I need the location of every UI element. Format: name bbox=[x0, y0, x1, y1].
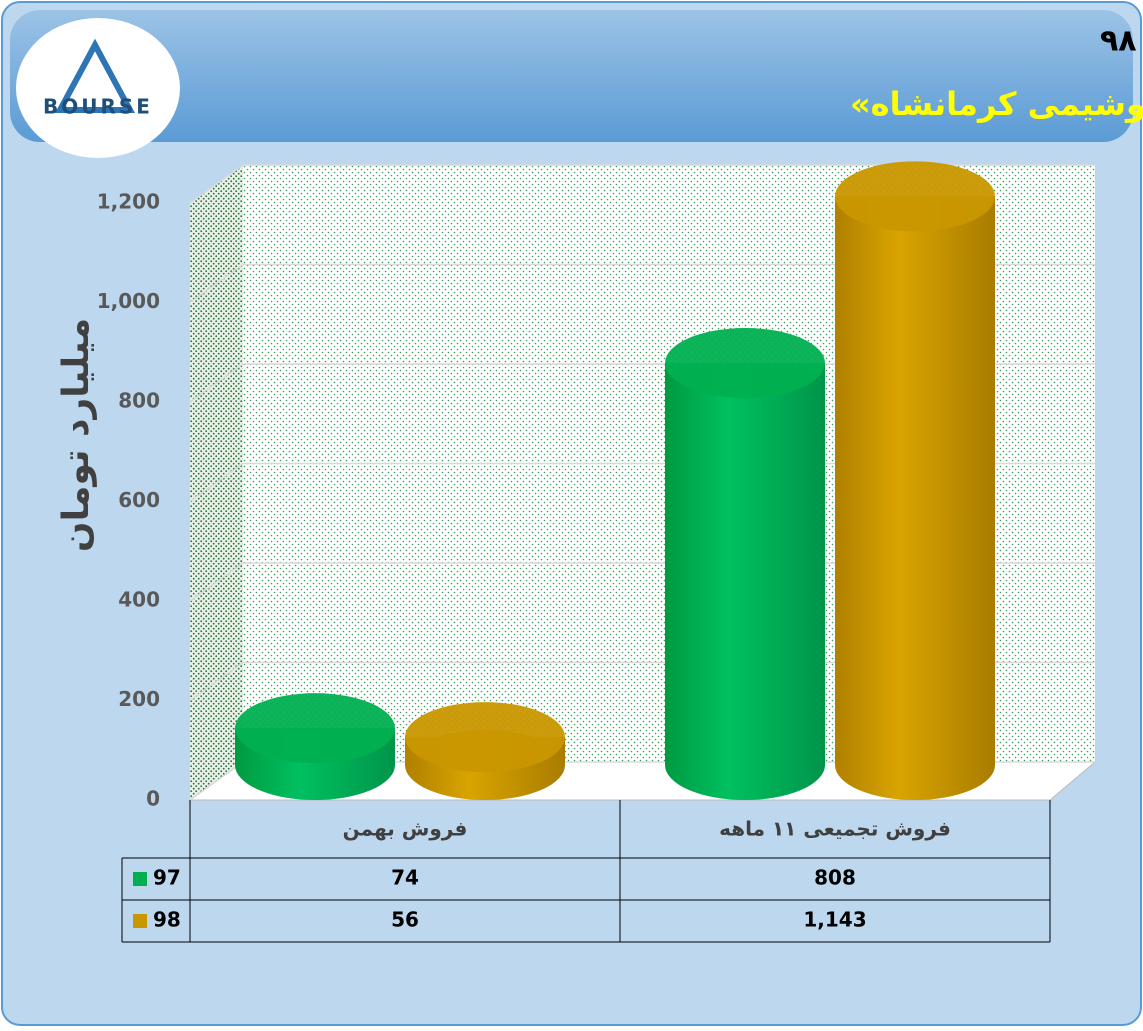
legend-swatch bbox=[133, 872, 147, 886]
cylinder-top bbox=[665, 328, 825, 399]
category-label: فروش بهمن bbox=[343, 817, 468, 841]
data-label: 74 bbox=[391, 866, 419, 890]
grid-line-side bbox=[189, 363, 244, 403]
legend-label: 97 bbox=[153, 866, 181, 890]
logo-text: BOURSE bbox=[43, 95, 153, 119]
category-label: فروش تجمیعی ۱۱ ماهه bbox=[719, 817, 951, 841]
title-banner bbox=[10, 10, 1133, 142]
cylinder-top bbox=[835, 161, 995, 232]
y-tick-label: 800 bbox=[118, 389, 160, 413]
y-tick-label: 600 bbox=[118, 488, 160, 512]
cylinder-body bbox=[835, 196, 995, 766]
chart-subtitle: «صنایع پتروشیمی کرمانشاه» bbox=[850, 85, 1143, 123]
data-label: 56 bbox=[391, 908, 419, 932]
cylinder-bar bbox=[235, 693, 395, 800]
chart-title: گزارش فروش ریالی ماهانه و ۱۱ ماهه منتهی … bbox=[1100, 23, 1143, 59]
grid-line-side bbox=[189, 164, 244, 204]
legend-label: 98 bbox=[153, 908, 181, 932]
cylinder-bar bbox=[405, 702, 565, 800]
cylinder-bar bbox=[835, 161, 995, 800]
cylinder-top bbox=[235, 693, 395, 764]
data-label: 808 bbox=[814, 866, 856, 890]
grid-line-side bbox=[189, 562, 244, 602]
grid-line-side bbox=[189, 263, 244, 304]
y-tick-label: 0 bbox=[146, 787, 160, 811]
cylinder-top bbox=[405, 702, 565, 773]
y-axis-label: میلیارد تومان bbox=[56, 318, 97, 552]
cylinder-bar bbox=[665, 328, 825, 800]
y-tick-label: 200 bbox=[118, 687, 160, 711]
logo-icon bbox=[54, 38, 136, 113]
legend-swatch bbox=[133, 914, 147, 928]
y-tick-label: 1,200 bbox=[97, 190, 160, 214]
cylinder-body bbox=[665, 363, 825, 765]
logo-badge bbox=[16, 18, 180, 158]
grid-line-side bbox=[189, 761, 244, 801]
data-label: 1,143 bbox=[803, 908, 866, 932]
y-tick-label: 1,000 bbox=[97, 289, 160, 313]
y-tick-label: 400 bbox=[118, 588, 160, 612]
grid-line-side bbox=[189, 462, 244, 503]
grid-line-side bbox=[189, 661, 244, 702]
